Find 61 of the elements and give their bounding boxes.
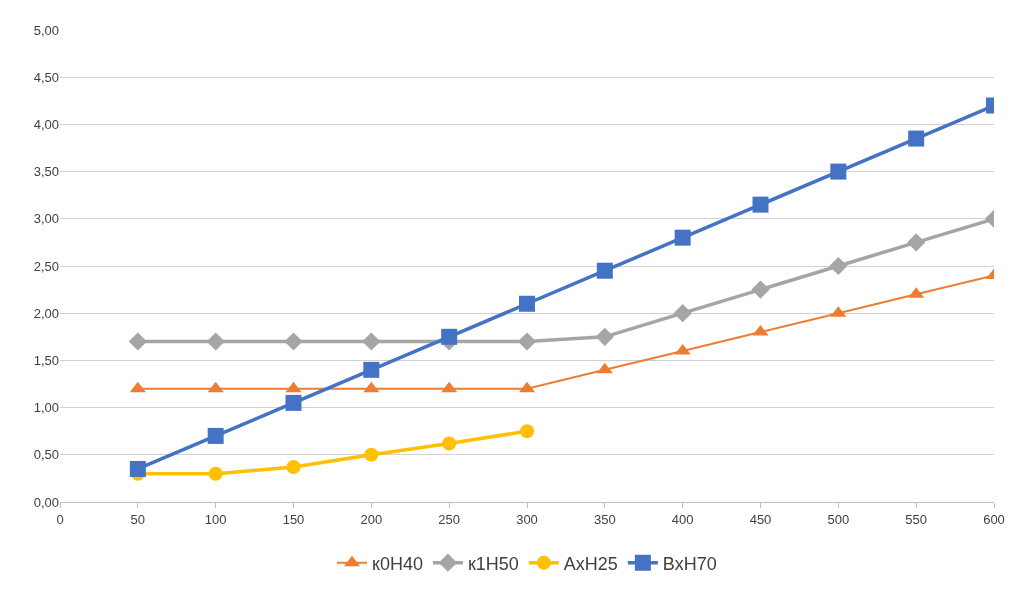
point	[520, 424, 534, 439]
y-tick-label: 2,00	[33, 305, 59, 321]
point	[752, 196, 769, 213]
y-tick-label: 4,00	[33, 116, 59, 132]
point	[284, 332, 303, 351]
legend-label: к0Н40	[372, 553, 423, 574]
y-tick-label: 3,00	[33, 211, 59, 227]
y-tick-label: 5,00	[33, 22, 59, 38]
x-tick-label: 150	[282, 511, 305, 527]
x-tick-label: 0	[56, 511, 64, 527]
point	[751, 280, 770, 299]
x-tick-label: 50	[130, 511, 146, 527]
point	[830, 163, 847, 180]
legend-label: АхН25	[563, 553, 618, 574]
legend-label: к1Н50	[467, 553, 519, 574]
x-tick-label: 300	[516, 511, 538, 527]
point	[128, 332, 147, 351]
y-tick-label: 1,50	[33, 352, 59, 368]
point	[285, 394, 302, 411]
point	[363, 381, 380, 393]
x-tick-label: 500	[827, 511, 850, 527]
x-tick-label: 550	[905, 511, 928, 527]
point	[129, 381, 146, 393]
point	[519, 295, 535, 312]
point	[441, 328, 458, 345]
y-tick-label: 2,50	[33, 258, 59, 274]
y-tick-label: 1,00	[33, 400, 59, 416]
point	[207, 381, 224, 393]
point	[441, 381, 458, 393]
x-tick-label: 100	[204, 511, 227, 527]
legend-label: ВхН70	[662, 553, 717, 574]
x-tick-label: 200	[360, 511, 383, 527]
point	[908, 130, 925, 147]
point	[442, 436, 457, 451]
point	[286, 460, 301, 475]
point	[595, 327, 614, 346]
y-tick-label: 3,50	[33, 164, 59, 180]
point	[362, 332, 381, 351]
point	[129, 460, 146, 477]
point	[829, 256, 848, 276]
x-tick-label: 250	[438, 511, 461, 527]
point	[208, 466, 223, 481]
y-tick-label: 0,50	[33, 447, 59, 463]
point	[907, 233, 926, 252]
point	[596, 362, 613, 374]
point	[364, 447, 379, 462]
x-tick-label: 400	[671, 511, 694, 527]
x-tick-label: 350	[593, 511, 616, 527]
x-tick-label: 450	[749, 511, 772, 527]
x-tick-label: 600	[983, 511, 1005, 527]
point	[674, 343, 691, 355]
y-tick-label: 4,50	[33, 69, 59, 85]
y-tick-label: 0,00	[33, 494, 59, 510]
point	[206, 332, 225, 351]
point	[285, 381, 302, 393]
point	[363, 361, 380, 378]
point	[517, 332, 537, 351]
point	[207, 427, 224, 444]
point	[596, 262, 613, 279]
point	[674, 229, 691, 246]
point	[673, 304, 692, 323]
